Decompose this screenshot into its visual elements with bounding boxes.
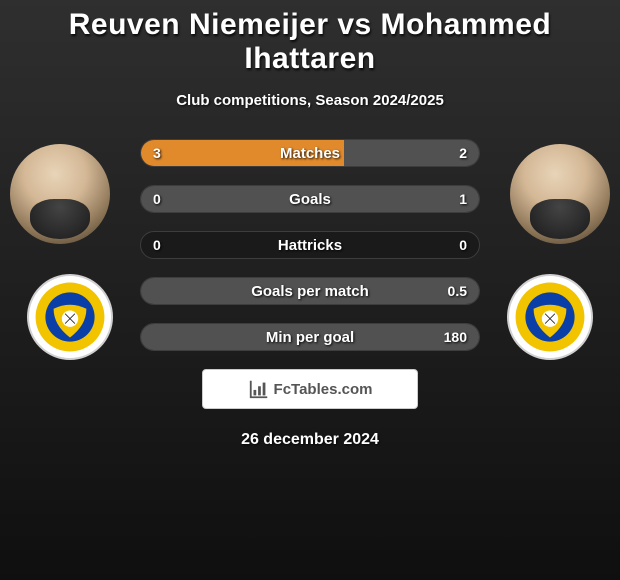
stat-row: 0.5Goals per match [140,277,480,305]
stat-label: Min per goal [141,324,479,350]
stat-row: 32Matches [140,139,480,167]
stat-label: Hattricks [141,232,479,258]
chart-icon [248,378,270,400]
source-label: FcTables.com [274,381,373,398]
player-left-avatar [10,144,110,244]
subtitle: Club competitions, Season 2024/2025 [0,92,620,109]
stats-list: 32Matches 01Goals 00Hattricks 0.5Goals per … [140,139,480,351]
stat-row: 00Hattricks [140,231,480,259]
player-right-avatar [510,144,610,244]
stat-label: Matches [141,140,479,166]
club-right-badge [507,274,593,360]
page-title: Reuven Niemeijer vs Mohammed Ihattaren [0,0,620,76]
stat-row: 180Min per goal [140,323,480,351]
stat-label: Goals per match [141,278,479,304]
stat-row: 01Goals [140,185,480,213]
source-badge: FcTables.com [202,369,418,409]
stat-label: Goals [141,186,479,212]
date-label: 26 december 2024 [0,431,620,449]
club-left-badge [27,274,113,360]
comparison-body: 32Matches 01Goals 00Hattricks 0.5Goals per … [0,139,620,449]
